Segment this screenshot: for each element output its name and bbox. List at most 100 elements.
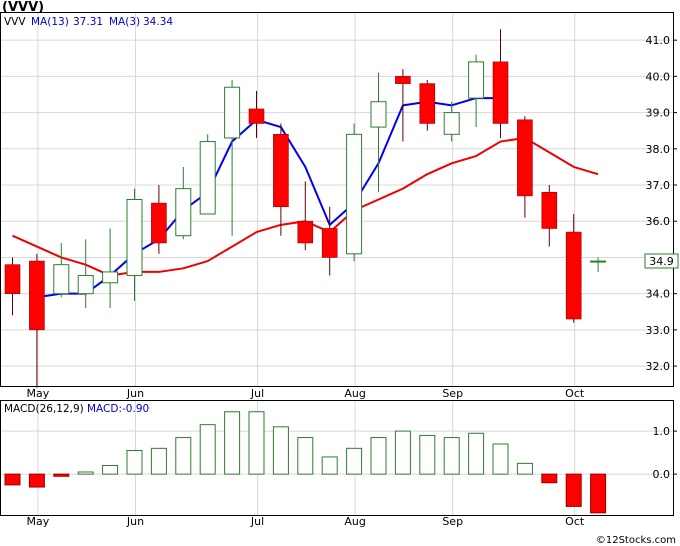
price-x-tick-label: May (27, 387, 50, 400)
macd-x-axis: May Jun Jul Aug Sep Oct (27, 515, 585, 528)
candle-down (248, 90, 265, 138)
candle-body (395, 76, 411, 84)
macd-x-tick-label: Jun (126, 515, 144, 528)
candle-body (126, 199, 143, 277)
macd-bar-positive (419, 434, 436, 475)
price-y-tick-label: 34.0 (646, 288, 671, 301)
macd-panel: 0.0 1.0 May Jun Jul Aug Sep Oct (0, 400, 677, 528)
candle-body (248, 108, 265, 124)
candle-body (53, 264, 70, 295)
candle-body (29, 260, 45, 331)
candle-body (517, 119, 533, 197)
candle-body (175, 188, 192, 237)
macd-y-tick-label: 1.0 (653, 425, 671, 438)
macd-y-tick-label: 0.0 (653, 468, 671, 481)
macd-x-tick-label: Aug (344, 515, 365, 528)
price-y-tick-label: 37.0 (646, 179, 671, 192)
candle-body (4, 264, 21, 294)
last-price-marker: 34.9 (644, 253, 679, 269)
macd-bar-positive (443, 437, 460, 475)
price-x-tick-label: Sep (442, 387, 463, 400)
candle-up (443, 101, 460, 142)
price-panel: 32.033.034.035.036.037.038.039.040.041.0… (0, 12, 677, 400)
legend-ma3-value: 34.34 (143, 16, 173, 28)
macd-bar-positive (102, 465, 119, 475)
price-x-axis: May Jun Jul Aug Sep Oct (27, 387, 585, 400)
macd-legend: MACD(26,12,9) MACD:-0.90 (4, 403, 149, 415)
macd-bar-positive (77, 471, 94, 475)
candle-body (102, 271, 119, 284)
candle-body (346, 133, 363, 255)
macd-bars (4, 411, 607, 514)
macd-bar-positive (468, 432, 485, 475)
macd-params-label: MACD(26,12,9) (4, 403, 84, 415)
candle-body (541, 191, 558, 229)
price-x-tick-label: Aug (344, 387, 365, 400)
legend-symbol: VVV (4, 16, 26, 28)
price-y-tick-label: 33.0 (646, 324, 671, 337)
candle-down (395, 69, 411, 142)
candle-down (541, 185, 558, 247)
candle-up (224, 79, 241, 236)
ticker-title: (VVV) (2, 0, 44, 15)
candle-body (419, 83, 436, 124)
candle-down (517, 116, 533, 218)
candle-body (151, 202, 167, 244)
last-price-box (644, 253, 679, 269)
macd-bar-negative (28, 473, 45, 488)
candle-up (370, 72, 387, 193)
candle-down (419, 79, 436, 131)
legend-ma13-value: 37.31 (73, 16, 103, 28)
price-legend: (VVV) VVV MA(13) 37.31 MA(3) 34.34 (2, 0, 173, 28)
candle-down (297, 181, 314, 251)
macd-bar-negative (565, 473, 582, 507)
macd-bar-positive (175, 437, 192, 475)
price-x-tick-label: Jul (250, 387, 264, 400)
macd-bar-negative (590, 473, 607, 514)
candle-body (77, 275, 94, 295)
candle-body (443, 112, 460, 135)
macd-x-tick-label: Oct (565, 515, 585, 528)
candles (4, 29, 607, 388)
candle-up (102, 228, 119, 309)
candle-body (468, 61, 485, 99)
macd-bar-positive (297, 437, 314, 475)
last-price-value: 34.9 (649, 255, 674, 268)
candle-down (492, 29, 509, 138)
candle-up (590, 257, 607, 272)
candle-body (565, 231, 582, 320)
macd-bar-negative (53, 473, 70, 477)
price-y-tick-label: 36.0 (646, 215, 671, 228)
candle-up (346, 123, 363, 262)
candle-up (53, 242, 70, 298)
candle-down (29, 253, 45, 388)
price-y-tick-label: 40.0 (646, 70, 671, 83)
candle-body (273, 134, 289, 208)
price-x-tick-label: Oct (565, 387, 585, 400)
macd-bar-positive (516, 462, 533, 475)
candle-down (4, 257, 21, 316)
macd-y-axis: 0.0 1.0 (653, 425, 677, 481)
candle-body (590, 260, 607, 263)
candle-down (151, 185, 167, 254)
candle-down (565, 213, 582, 323)
candle-up (77, 239, 94, 309)
candle-body (224, 86, 241, 139)
candle-body (297, 220, 314, 244)
macd-bar-positive (370, 437, 387, 475)
macd-bar-positive (394, 430, 411, 475)
legend-ma3-label: MA(3) (109, 16, 140, 28)
candle-body (492, 61, 509, 124)
candle-up (468, 54, 485, 128)
macd-bar-positive (321, 456, 338, 475)
macd-bar-positive (492, 443, 509, 475)
candle-body (321, 228, 338, 258)
price-x-tick-label: Jun (126, 387, 144, 400)
macd-bar-negative (4, 473, 21, 486)
candle-up (126, 188, 143, 301)
macd-bar-positive (272, 426, 289, 475)
candle-body (370, 101, 387, 128)
watermark: ©12Stocks.com (596, 535, 676, 546)
macd-bar-positive (150, 447, 167, 475)
price-grid (1, 13, 673, 386)
